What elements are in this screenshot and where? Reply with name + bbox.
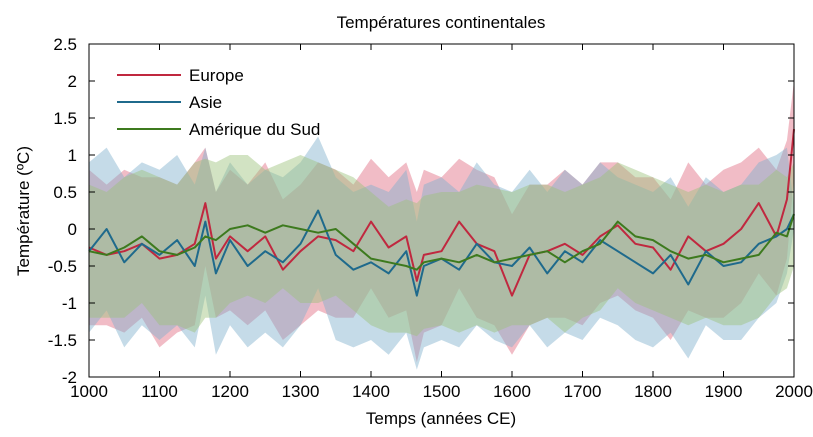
y-axis-label: Température (ºC) <box>14 146 33 276</box>
y-tick-label: 2.5 <box>53 35 77 54</box>
line-europe <box>88 129 795 297</box>
x-axis: 1000 1100 1200 1300 1400 1500 1600 1700 1800 1900… <box>70 44 813 401</box>
y-tick-label: 0.5 <box>53 183 77 202</box>
x-tick-label: 2000 <box>775 382 813 401</box>
band-amerique-du-sud <box>89 155 794 337</box>
x-tick-label: 1600 <box>493 382 531 401</box>
y-tick-label: 1 <box>68 146 77 165</box>
legend-label-asie: Asie <box>189 93 222 112</box>
x-tick-label: 1800 <box>634 382 672 401</box>
x-tick-label: 1000 <box>70 382 108 401</box>
y-tick-label: -1 <box>62 294 77 313</box>
chart-title: Températures continentales <box>337 13 546 32</box>
y-tick-label: -0.5 <box>48 257 77 276</box>
legend-label-amerique-du-sud: Amérique du Sud <box>189 120 320 139</box>
y-tick-label: 1.5 <box>53 109 77 128</box>
confidence-bands <box>89 81 794 370</box>
x-tick-label: 1500 <box>423 382 461 401</box>
y-tick-label: 2 <box>68 72 77 91</box>
legend: Europe Asie Amérique du Sud <box>117 66 320 139</box>
legend-label-europe: Europe <box>189 66 244 85</box>
x-tick-label: 1300 <box>282 382 320 401</box>
series-lines <box>88 129 795 297</box>
line-asie <box>88 209 795 297</box>
y-tick-label: -1.5 <box>48 331 77 350</box>
y-tick-label: -2 <box>62 368 77 387</box>
band-europe <box>89 81 794 363</box>
x-tick-label: 1700 <box>564 382 602 401</box>
x-tick-label: 1900 <box>705 382 743 401</box>
line-amerique-du-sud <box>88 213 795 271</box>
band-asie <box>89 136 794 370</box>
x-tick-label: 1100 <box>141 382 178 401</box>
y-axis: 2.5 2 1.5 1 0.5 0 -0.5 -1 -1.5 -2 <box>48 35 794 387</box>
x-tick-label: 1200 <box>211 382 249 401</box>
x-tick-label: 1400 <box>352 382 390 401</box>
y-tick-label: 0 <box>68 220 77 239</box>
x-axis-label: Temps (années CE) <box>366 409 516 428</box>
